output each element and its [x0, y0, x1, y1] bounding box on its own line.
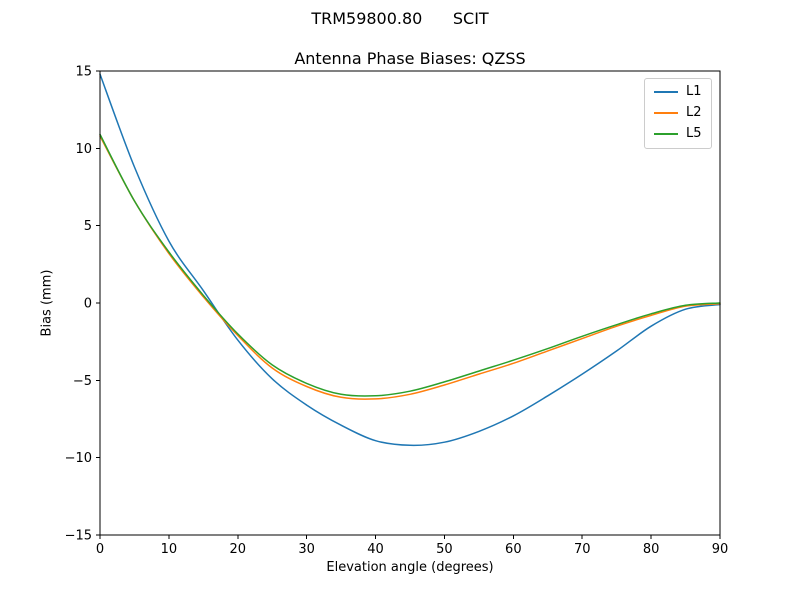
legend-item-l5: L5	[654, 125, 702, 142]
x-tick-label: 20	[230, 542, 247, 557]
legend-swatch	[654, 91, 678, 94]
series-line-l1	[99, 73, 721, 447]
legend-item-l2: L2	[654, 104, 702, 121]
y-tick-label: −10	[65, 451, 92, 466]
y-tick-label: 5	[84, 219, 92, 234]
y-tick-label: −15	[65, 529, 92, 544]
legend-label: L1	[686, 84, 702, 99]
legend-item-l1: L1	[654, 84, 702, 100]
figure-suptitle: TRM59800.80 SCIT	[311, 9, 489, 28]
legend-label: L5	[686, 125, 702, 141]
legend-label: L2	[686, 104, 702, 120]
chart-title: Antenna Phase Biases: QZSS	[294, 49, 526, 68]
x-tick-label: 80	[643, 542, 660, 557]
legend-swatch	[654, 112, 678, 115]
legend: L1 L2 L5	[644, 78, 712, 149]
x-tick-label: 90	[712, 542, 729, 557]
y-tick-label: −5	[73, 374, 92, 389]
x-tick-label: 70	[574, 542, 591, 557]
x-tick-label: 0	[96, 542, 104, 557]
x-axis-label: Elevation angle (degrees)	[326, 560, 494, 575]
x-tick-label: 30	[298, 542, 315, 557]
series-line-l5	[99, 133, 721, 397]
y-tick-label: 10	[75, 142, 92, 157]
x-tick-label: 50	[436, 542, 453, 557]
y-tick-label: 0	[84, 297, 92, 312]
x-tick-label: 60	[505, 542, 522, 557]
axes-box	[99, 70, 721, 536]
y-axis-label: Bias (mm)	[39, 269, 55, 337]
series-line-l2	[99, 135, 721, 400]
legend-swatch	[654, 133, 678, 136]
y-tick-label: 15	[75, 65, 92, 80]
x-tick-label: 10	[161, 542, 178, 557]
x-tick-label: 40	[367, 542, 384, 557]
